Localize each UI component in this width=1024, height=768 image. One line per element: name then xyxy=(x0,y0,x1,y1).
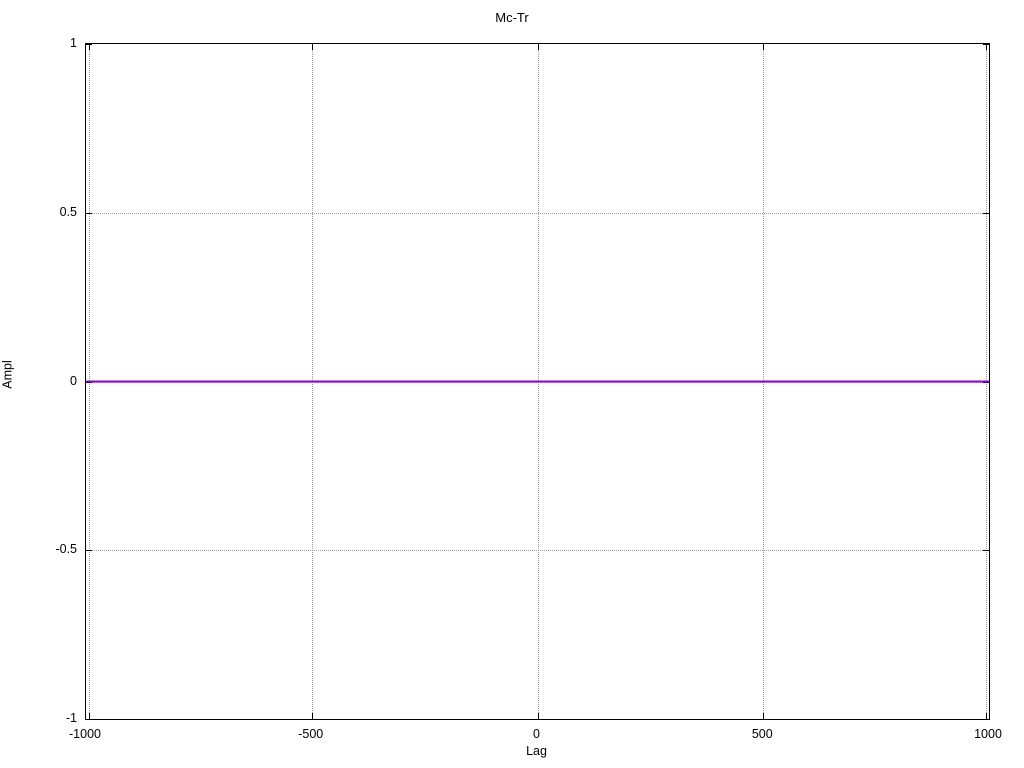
series-layer xyxy=(86,44,989,719)
plot-area xyxy=(85,43,990,720)
x-axis-label: Lag xyxy=(526,744,547,758)
data-series-line xyxy=(86,380,989,383)
y-axis-tick xyxy=(85,213,92,214)
x-axis-tick xyxy=(538,43,539,50)
x-axis-tick xyxy=(986,43,987,50)
y-tick-label: 0.5 xyxy=(59,204,77,219)
x-axis-tick xyxy=(89,43,90,50)
y-axis-tick xyxy=(85,719,92,720)
x-axis-tick xyxy=(312,43,313,50)
x-tick-label: 1000 xyxy=(974,727,1002,741)
x-tick-label: -500 xyxy=(298,727,324,741)
x-axis-tick xyxy=(763,713,764,720)
y-axis-label: Ampl xyxy=(0,360,15,389)
y-tick-label: 1 xyxy=(70,36,77,50)
y-axis-tick xyxy=(983,213,990,214)
x-axis-tick xyxy=(89,713,90,720)
x-axis-tick xyxy=(763,43,764,50)
y-axis-tick xyxy=(85,550,92,551)
x-tick-label: 500 xyxy=(751,727,773,741)
y-tick-label: -1 xyxy=(65,711,77,725)
x-axis-tick xyxy=(986,713,987,720)
y-axis-tick xyxy=(85,44,92,45)
y-tick-label: 0 xyxy=(70,373,77,388)
x-axis-tick xyxy=(538,713,539,720)
chart-title: Mc-Tr xyxy=(495,10,529,25)
x-tick-label: 0 xyxy=(533,727,540,741)
x-axis-tick xyxy=(312,713,313,720)
y-axis-tick xyxy=(983,550,990,551)
x-tick-label: -1000 xyxy=(69,727,101,741)
y-tick-label: -0.5 xyxy=(55,542,77,557)
